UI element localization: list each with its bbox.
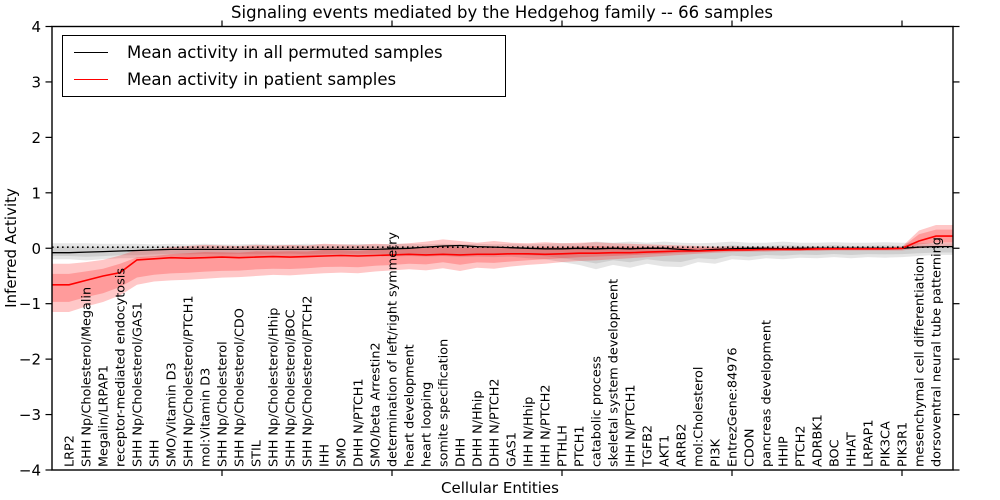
x-tick-label: SHH Np/Cholesterol/BOC (284, 309, 299, 467)
x-tick-label: SHH Np/Cholesterol/Megalin (80, 287, 95, 467)
x-tick-label: SHH Np/Cholesterol (216, 341, 231, 467)
x-tick-label: ARRB2 (675, 424, 690, 467)
x-tick-label: SHH Np/Cholesterol/CDO (233, 308, 248, 467)
x-tick-label: SMO/Vitamin D3 (165, 362, 180, 467)
x-tick-label: heart development (403, 344, 418, 467)
red-line-swatch (74, 79, 108, 80)
patient-mean-line (52, 235, 953, 286)
x-tick-label: skeletal system development (607, 279, 622, 467)
x-tick-label: DHH N/PTCH1 (352, 378, 367, 467)
x-tick-label: mol:Cholesterol (692, 367, 707, 467)
x-tick-label: HHAT (845, 432, 860, 467)
x-tick-label: ADRBK1 (811, 414, 826, 467)
y-tick-label: 2 (31, 129, 41, 147)
y-tick-label: −4 (19, 462, 41, 480)
y-tick-label: 0 (31, 240, 41, 258)
x-tick-label: Megalin/LRPAP1 (97, 365, 112, 467)
x-tick-label: SHH Np/Cholesterol/Hhip (267, 308, 282, 467)
x-tick-label: AKT1 (658, 435, 673, 467)
black-line-swatch (74, 52, 108, 53)
x-tick-label: somite specification (437, 339, 452, 467)
x-tick-label: SMO/beta Arrestin2 (369, 342, 384, 467)
x-tick-label: CDON (743, 429, 758, 467)
x-tick-label: PTHLH (556, 425, 571, 467)
x-tick-label: GAS1 (505, 432, 520, 467)
x-tick-label: DHH (454, 438, 469, 467)
y-tick-label: 1 (31, 184, 41, 202)
x-tick-label: PTCH2 (794, 426, 809, 467)
x-tick-label: IHH (318, 444, 333, 467)
x-tick-label: STIL (250, 439, 265, 467)
x-tick-label: DHH N/Hhip (471, 391, 486, 467)
x-tick-label: PI3K (709, 438, 724, 467)
x-tick-label: determination of left/right symmetry (386, 232, 401, 467)
x-tick-label: IHH N/PTCH2 (539, 385, 554, 467)
x-tick-label: IHH N/Hhip (522, 397, 537, 467)
x-tick-label: dorsoventral neural tube patterning (930, 237, 945, 467)
x-tick-label: PTCH1 (573, 426, 588, 467)
legend-label: Mean activity in all permuted samples (127, 43, 443, 62)
y-tick-label: −2 (19, 351, 41, 369)
x-tick-label: mol:Vitamin D3 (199, 368, 214, 467)
y-tick-label: −1 (19, 295, 41, 313)
x-category-labels: LRP2 SHH Np/Cholesterol/Megalin Megalin/LR… (63, 232, 945, 468)
y-axis-label: Inferred Activity (2, 188, 20, 308)
x-tick-label: LRP2 (63, 435, 78, 467)
x-tick-label: catabolic process (590, 356, 605, 467)
x-tick-label: PIK3CA (879, 421, 894, 467)
x-tick-label: SHH Np/Cholesterol/GAS1 (131, 302, 146, 467)
y-tick-label: 3 (31, 73, 41, 91)
legend-item-permuted: Mean activity in all permuted samples (74, 40, 505, 66)
x-tick-label: SHH Np/Cholesterol/PTCH2 (301, 296, 316, 467)
x-tick-label: heart looping (420, 382, 435, 467)
legend-item-patient: Mean activity in patient samples (74, 67, 505, 93)
y-axis-ticks: 4 3 2 1 0 −1 −2 −3 −4 (19, 18, 960, 480)
y-tick-label: −3 (19, 406, 41, 424)
x-tick-label: TGFB2 (641, 425, 656, 468)
x-major-ticks (221, 20, 903, 476)
legend-box: Mean activity in all permuted samples Me… (62, 35, 506, 97)
x-tick-label: HHIP (777, 436, 792, 467)
x-tick-label: receptor-mediated endocytosis (114, 268, 129, 467)
x-tick-label: SHH Np/Cholesterol/PTCH1 (182, 296, 197, 467)
x-tick-label: mesenchymal cell differentiation (913, 257, 928, 467)
x-tick-label: SMO (335, 438, 350, 467)
legend-label: Mean activity in patient samples (127, 70, 397, 89)
x-tick-label: IHH N/PTCH1 (624, 385, 639, 467)
x-axis-label: Cellular Entities (441, 479, 559, 497)
x-tick-label: EntrezGene:84976 (726, 347, 741, 467)
x-tick-label: LRPAP1 (862, 419, 877, 467)
x-tick-label: PIK3R1 (896, 422, 911, 467)
x-tick-label: BOC (828, 439, 843, 467)
chart-title: Signaling events mediated by the Hedgeho… (231, 3, 773, 22)
x-tick-label: pancreas development (760, 320, 775, 467)
x-tick-label: DHH N/PTCH2 (488, 378, 503, 467)
y-tick-label: 4 (31, 18, 41, 36)
x-tick-label: SHH (148, 440, 163, 467)
